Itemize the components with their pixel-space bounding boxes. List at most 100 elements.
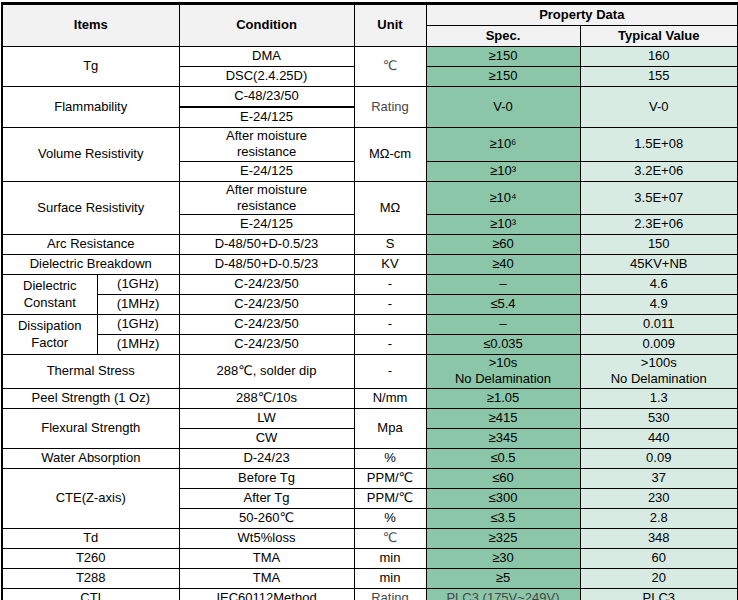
spec-cell: ≥60 bbox=[426, 235, 580, 255]
frequency-cell: (1GHz) bbox=[97, 275, 179, 295]
frequency-cell: (1MHz) bbox=[97, 335, 179, 355]
typical-cell: 160 bbox=[580, 47, 738, 67]
spec-cell: ≤60 bbox=[426, 468, 580, 488]
unit-cell: MΩ-cm bbox=[354, 128, 426, 182]
condition-cell: E-24/125 bbox=[179, 215, 354, 235]
unit-cell: - bbox=[354, 315, 426, 335]
unit-cell: Rating bbox=[354, 87, 426, 128]
condition-cell: Wt5%loss bbox=[179, 528, 354, 548]
typical-cell: 530 bbox=[580, 408, 738, 428]
table-row: Flammability C-48/23/50 Rating V-0 V-0 bbox=[2, 87, 738, 108]
condition-cell: DMA bbox=[179, 47, 354, 67]
spec-cell: ≥150 bbox=[426, 47, 580, 67]
table-row: T260 TMA min ≥30 60 bbox=[2, 548, 738, 568]
typical-cell: 45KV+NB bbox=[580, 255, 738, 275]
frequency-cell: (1MHz) bbox=[97, 295, 179, 315]
spec-cell: ≥325 bbox=[426, 528, 580, 548]
spec-cell: ≥1.05 bbox=[426, 388, 580, 408]
item-label: T260 bbox=[2, 548, 179, 568]
unit-cell: ℃ bbox=[354, 528, 426, 548]
spec-cell: ≥150 bbox=[426, 67, 580, 87]
spec-cell: PLC3 (175V~249V) bbox=[426, 588, 580, 600]
datasheet-page: Items Condition Unit Property Data Spec.… bbox=[0, 0, 738, 600]
spec-cell: ≤5.4 bbox=[426, 295, 580, 315]
unit-cell: min bbox=[354, 548, 426, 568]
condition-cell: 288℃, solder dip bbox=[179, 355, 354, 389]
typical-cell: 1.5E+08 bbox=[580, 128, 738, 162]
header-property-data: Property Data bbox=[426, 4, 738, 26]
unit-cell: ℃ bbox=[354, 47, 426, 87]
header-unit: Unit bbox=[354, 4, 426, 47]
condition-cell: E-24/125 bbox=[179, 107, 354, 128]
table-row: Dissipation Factor (1GHz) C-24/23/50 - –… bbox=[2, 315, 738, 335]
typical-cell: 4.6 bbox=[580, 275, 738, 295]
unit-cell: - bbox=[354, 355, 426, 389]
typical-cell: 230 bbox=[580, 488, 738, 508]
unit-cell: % bbox=[354, 448, 426, 468]
unit-cell: Mpa bbox=[354, 408, 426, 448]
table-row: Volume Resistivity After moisture resist… bbox=[2, 128, 738, 162]
typical-cell: 3.2E+06 bbox=[580, 161, 738, 181]
typical-cell: 155 bbox=[580, 67, 738, 87]
condition-cell: 288℃/10s bbox=[179, 388, 354, 408]
condition-cell: CW bbox=[179, 428, 354, 448]
item-label: Dielectric Breakdown bbox=[2, 255, 179, 275]
table-row: (1MHz) C-24/23/50 - ≤5.4 4.9 bbox=[2, 295, 738, 315]
unit-cell: PPM/℃ bbox=[354, 468, 426, 488]
table-row: Tg DMA ℃ ≥150 160 bbox=[2, 47, 738, 67]
table-row: CTE(Z-axis) Before Tg PPM/℃ ≤60 37 bbox=[2, 468, 738, 488]
spec-cell: ≥415 bbox=[426, 408, 580, 428]
condition-cell: IEC60112Method bbox=[179, 588, 354, 600]
header-items: Items bbox=[2, 4, 179, 47]
unit-cell: Rating bbox=[354, 588, 426, 600]
condition-cell: C-48/23/50 bbox=[179, 87, 354, 108]
item-label: Td bbox=[2, 528, 179, 548]
spec-cell: V-0 bbox=[426, 87, 580, 128]
spec-cell: >10s No Delamination bbox=[426, 355, 580, 389]
item-label: Volume Resistivity bbox=[2, 128, 179, 182]
condition-cell: DSC(2.4.25D) bbox=[179, 67, 354, 87]
material-property-table: Items Condition Unit Property Data Spec.… bbox=[1, 2, 738, 600]
frequency-cell: (1GHz) bbox=[97, 315, 179, 335]
typical-cell: 440 bbox=[580, 428, 738, 448]
unit-cell: - bbox=[354, 335, 426, 355]
condition-cell: C-24/23/50 bbox=[179, 275, 354, 295]
condition-cell: TMA bbox=[179, 548, 354, 568]
spec-cell: ≥10³ bbox=[426, 161, 580, 181]
condition-cell: C-24/23/50 bbox=[179, 335, 354, 355]
spec-cell: ≤0.035 bbox=[426, 335, 580, 355]
condition-cell: Before Tg bbox=[179, 468, 354, 488]
condition-cell: LW bbox=[179, 408, 354, 428]
item-label: Arc Resistance bbox=[2, 235, 179, 255]
spec-cell: ≤300 bbox=[426, 488, 580, 508]
item-label: Water Absorption bbox=[2, 448, 179, 468]
unit-cell: MΩ bbox=[354, 181, 426, 235]
item-label: Dielectric Constant bbox=[2, 275, 97, 315]
unit-cell: - bbox=[354, 275, 426, 295]
table-row: CTI IEC60112Method Rating PLC3 (175V~249… bbox=[2, 588, 738, 600]
typical-cell: 0.009 bbox=[580, 335, 738, 355]
item-label: CTI bbox=[2, 588, 179, 600]
unit-cell: - bbox=[354, 295, 426, 315]
spec-cell: – bbox=[426, 275, 580, 295]
table-row: Flexural Strength LW Mpa ≥415 530 bbox=[2, 408, 738, 428]
condition-cell: E-24/125 bbox=[179, 161, 354, 181]
condition-cell: D-24/23 bbox=[179, 448, 354, 468]
typical-cell: 348 bbox=[580, 528, 738, 548]
item-label: Dissipation Factor bbox=[2, 315, 97, 355]
spec-cell: – bbox=[426, 315, 580, 335]
item-label: Tg bbox=[2, 47, 179, 87]
item-label: Peel Strength (1 Oz) bbox=[2, 388, 179, 408]
typical-cell: 37 bbox=[580, 468, 738, 488]
typical-cell: 0.011 bbox=[580, 315, 738, 335]
table-row: Water Absorption D-24/23 % ≤0.5 0.09 bbox=[2, 448, 738, 468]
condition-cell: After moisture resistance bbox=[179, 128, 354, 162]
spec-cell: ≥10³ bbox=[426, 215, 580, 235]
spec-cell: ≥10⁶ bbox=[426, 128, 580, 162]
condition-cell: TMA bbox=[179, 568, 354, 588]
unit-cell: S bbox=[354, 235, 426, 255]
item-label: Flammability bbox=[2, 87, 179, 128]
typical-cell: V-0 bbox=[580, 87, 738, 128]
item-label: Thermal Stress bbox=[2, 355, 179, 389]
table-row: Dielectric Breakdown D-48/50+D-0.5/23 KV… bbox=[2, 255, 738, 275]
